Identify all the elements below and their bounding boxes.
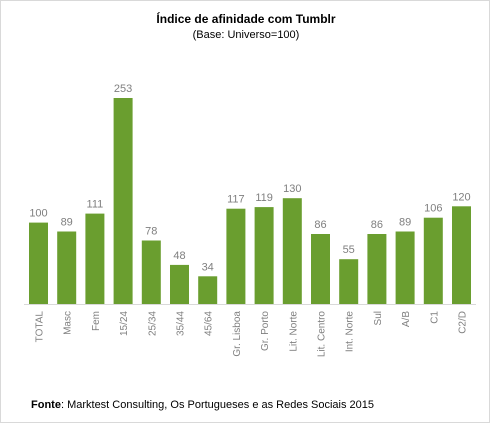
bar-11	[339, 259, 359, 304]
category-label-14: C1	[429, 311, 440, 324]
category-label-11: Int. Norte	[345, 311, 356, 353]
bar-9	[282, 198, 302, 304]
bar-6	[198, 276, 218, 304]
category-label-3: 15/24	[119, 311, 130, 336]
bar-7	[226, 208, 246, 304]
bar-0	[29, 222, 48, 304]
data-label-7: 117	[227, 194, 245, 206]
source-label: Fonte	[31, 399, 61, 411]
data-label-10: 86	[314, 219, 326, 231]
category-label-12: Sul	[373, 311, 384, 325]
bar-10	[311, 234, 330, 304]
data-label-11: 55	[343, 244, 355, 256]
data-label-15: 120	[452, 191, 470, 203]
bar-15	[452, 206, 471, 304]
data-label-4: 78	[145, 226, 157, 238]
category-label-15: C2/D	[458, 311, 469, 334]
chart-title: Índice de afinidade com Tumblr	[156, 12, 336, 26]
category-label-10: Lit. Centro	[317, 311, 328, 358]
bar-12	[367, 234, 387, 304]
bar-3	[113, 98, 133, 304]
bar-2	[85, 213, 105, 304]
category-label-8: Gr. Porto	[260, 311, 271, 351]
data-label-3: 253	[114, 83, 132, 95]
source-text: : Marktest Consulting, Os Portugueses e …	[60, 399, 375, 411]
chart-subtitle: (Base: Universo=100)	[192, 29, 300, 41]
category-label-4: 25/34	[147, 311, 158, 336]
source-note: Fonte: Marktest Consulting, Os Portugues…	[31, 399, 374, 411]
data-label-6: 34	[202, 261, 214, 273]
bar-14	[423, 217, 443, 304]
bar-8	[254, 207, 274, 304]
category-label-1: Masc	[63, 311, 74, 335]
data-label-2: 111	[87, 199, 104, 211]
bar-1	[57, 231, 77, 304]
data-label-5: 48	[173, 250, 185, 262]
data-label-12: 86	[371, 219, 383, 231]
bar-4	[141, 240, 161, 304]
data-label-0: 100	[29, 208, 47, 220]
category-label-5: 35/44	[176, 311, 187, 336]
category-label-7: Gr. Lisboa	[232, 311, 243, 357]
data-label-9: 130	[283, 183, 301, 195]
category-label-13: A/B	[401, 311, 412, 327]
data-label-1: 89	[61, 217, 73, 229]
category-label-9: Lit. Norte	[288, 311, 299, 352]
data-label-8: 119	[255, 192, 273, 204]
category-label-2: Fem	[91, 311, 102, 331]
bar-13	[395, 231, 415, 304]
data-label-14: 106	[424, 203, 442, 215]
bar-5	[170, 264, 189, 304]
category-label-6: 45/64	[204, 311, 215, 336]
data-label-13: 89	[399, 217, 411, 229]
category-label-0: TOTAL	[35, 311, 46, 343]
